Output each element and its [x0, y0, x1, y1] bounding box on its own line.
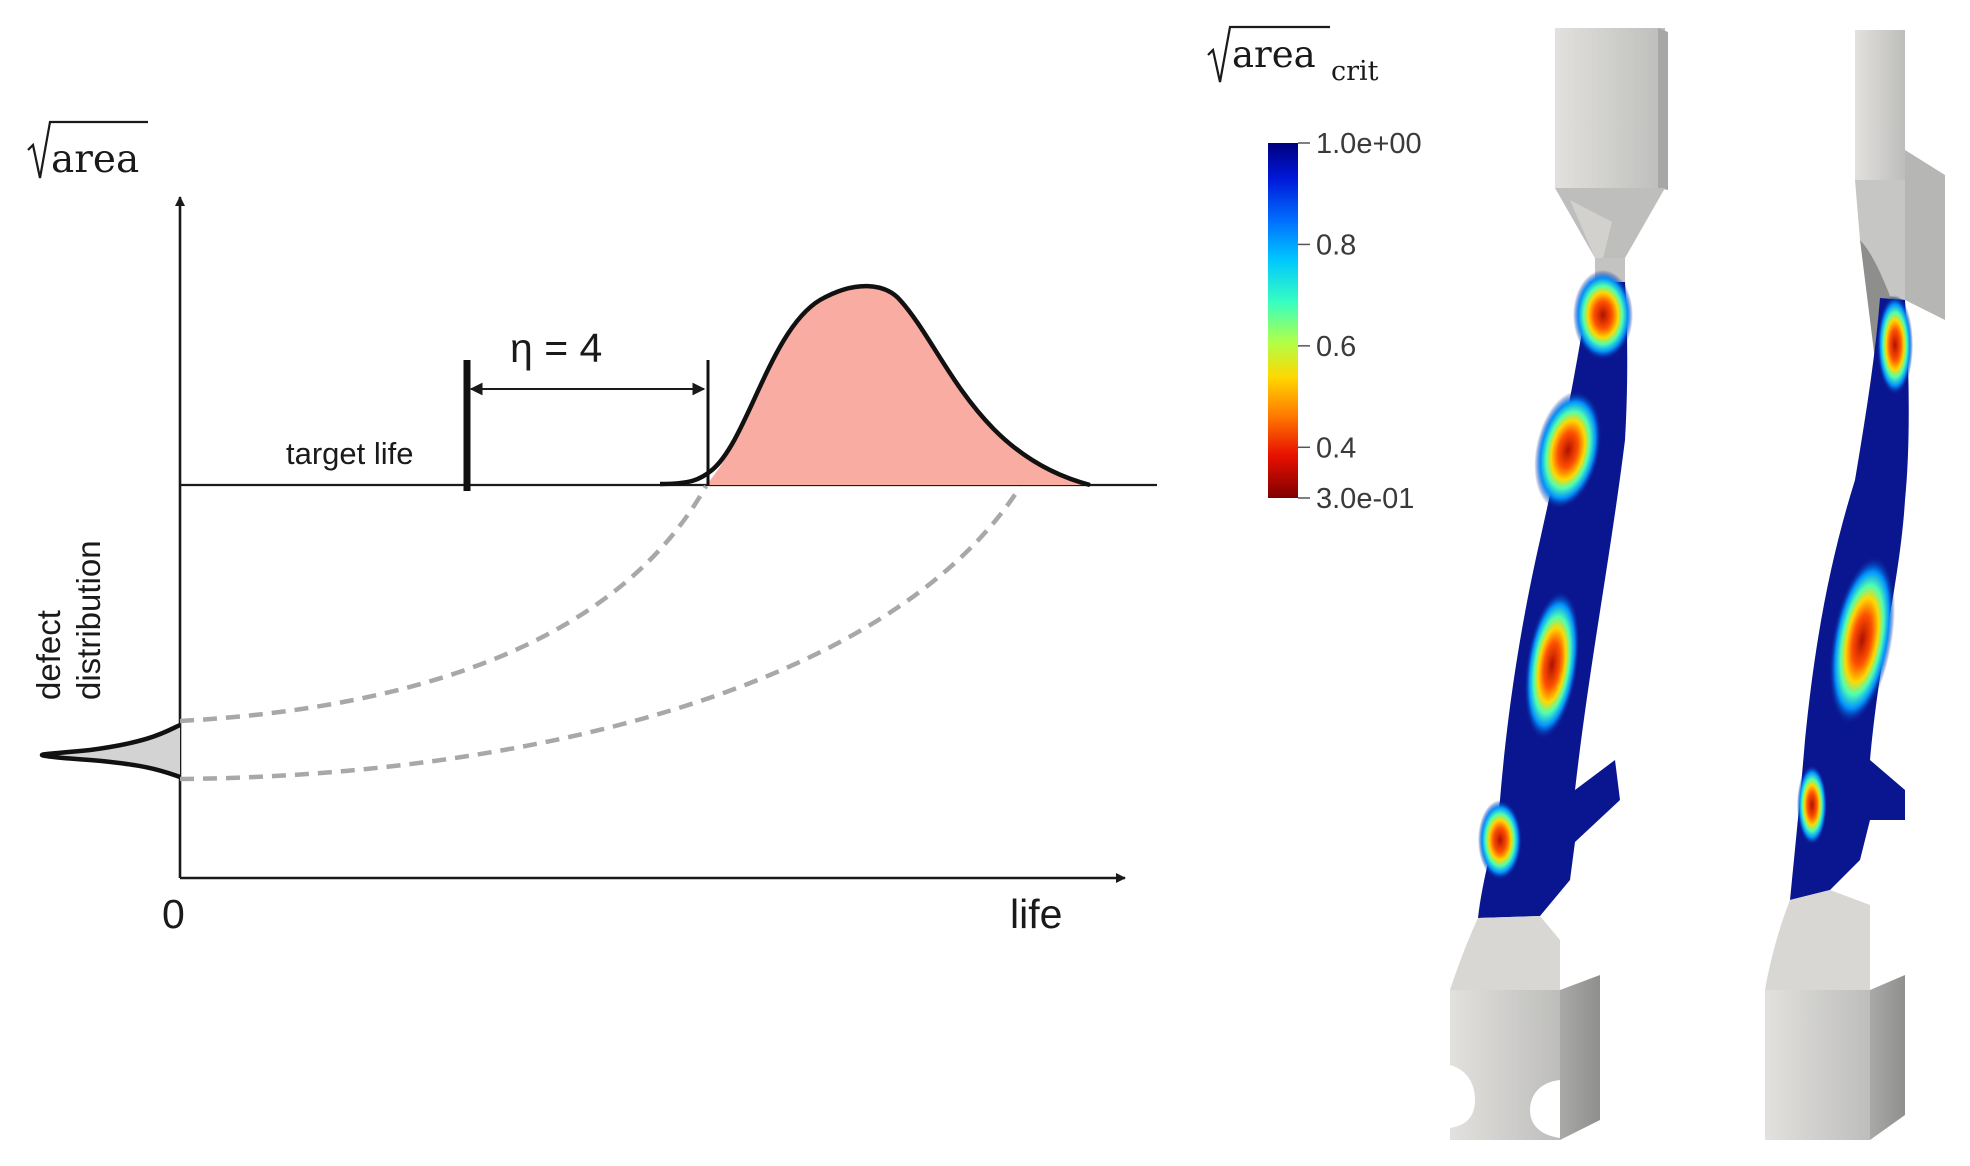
side-bottom-grip — [1765, 990, 1870, 1140]
colorbar-sqrt-radical — [1207, 25, 1330, 83]
side-bottom-grip-side — [1870, 975, 1905, 1140]
side-top-step — [1905, 150, 1945, 320]
colorbar-tick-label: 0.6 — [1316, 331, 1356, 363]
specimen-front-view — [1450, 28, 1668, 1140]
target-life-label: target life — [286, 436, 414, 471]
side-bottom-transition — [1765, 890, 1870, 990]
bottom-grip — [1450, 990, 1560, 1140]
mapping-curve-lower — [179, 485, 1022, 782]
y-axis-label: area — [27, 120, 148, 182]
side-hotspot-3 — [1797, 765, 1827, 845]
colorbar-tick-label: 0.8 — [1316, 229, 1356, 261]
origin-label: 0 — [162, 891, 185, 937]
top-grip — [1555, 28, 1665, 188]
front-hotspot-3 — [1524, 590, 1580, 740]
eta-label: η = 4 — [510, 325, 602, 371]
side-top-taper — [1855, 180, 1905, 300]
side-hotspot-1 — [1877, 295, 1913, 395]
colorbar-tick-label: 3.0e-01 — [1316, 483, 1414, 515]
defect-label-line2: distribution — [70, 540, 107, 700]
x-axis-label: life — [1010, 891, 1062, 937]
sqrt-radical — [27, 120, 148, 179]
side-top-grip — [1855, 30, 1905, 180]
colorbar-title-main: area — [1232, 33, 1316, 76]
colorbar-tick-label: 0.4 — [1316, 432, 1356, 464]
defect-distribution-fill — [42, 725, 181, 777]
defect-label-line1: defect — [30, 610, 67, 700]
colorbar: area crit 1.0e+00 0.8 0.6 0.4 3.0e-01 — [1207, 25, 1422, 515]
colorbar-title-sub: crit — [1331, 56, 1379, 87]
colorbar-title: area crit — [1207, 25, 1379, 87]
specimen-side-view — [1765, 30, 1945, 1140]
front-hotspot-2 — [1534, 390, 1602, 510]
defect-distribution-label: defect distribution — [30, 540, 107, 700]
life-distribution-curve — [659, 283, 1091, 488]
front-hotspot-1 — [1573, 270, 1633, 360]
bottom-transition — [1450, 916, 1560, 990]
life-schematic: area target life η = 4 defect distributi… — [27, 120, 1157, 937]
colorbar-tick-label: 1.0e+00 — [1316, 128, 1422, 160]
life-distribution-fill — [706, 286, 1090, 485]
bottom-grip-side — [1560, 975, 1600, 1140]
bottom-grip-notch — [1450, 1065, 1475, 1128]
top-grip-shadow — [1658, 28, 1668, 190]
front-hotspot-4 — [1478, 800, 1522, 880]
defect-distribution-curve — [39, 722, 181, 780]
colorbar-gradient — [1268, 143, 1298, 498]
top-taper-light — [1570, 200, 1612, 258]
side-hotspot-2 — [1828, 556, 1896, 724]
mapping-curve-upper — [179, 484, 708, 724]
y-axis-label-text: area — [51, 137, 139, 182]
colorbar-ticks: 1.0e+00 0.8 0.6 0.4 3.0e-01 — [1298, 128, 1422, 515]
